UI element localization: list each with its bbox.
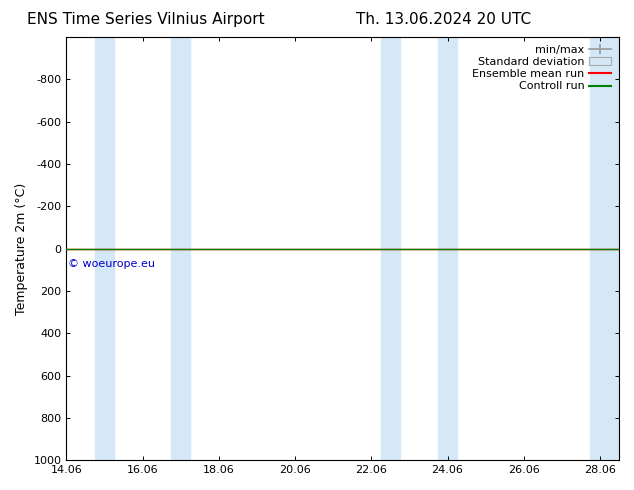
Legend: min/max, Standard deviation, Ensemble mean run, Controll run: min/max, Standard deviation, Ensemble me… bbox=[470, 43, 614, 94]
Text: ENS Time Series Vilnius Airport: ENS Time Series Vilnius Airport bbox=[27, 12, 264, 27]
Y-axis label: Temperature 2m (°C): Temperature 2m (°C) bbox=[15, 182, 28, 315]
Bar bbox=[381, 37, 400, 460]
Bar bbox=[171, 37, 190, 460]
Bar bbox=[95, 37, 114, 460]
Bar bbox=[590, 37, 619, 460]
Text: © woeurope.eu: © woeurope.eu bbox=[68, 259, 155, 269]
Bar bbox=[438, 37, 457, 460]
Text: Th. 13.06.2024 20 UTC: Th. 13.06.2024 20 UTC bbox=[356, 12, 531, 27]
